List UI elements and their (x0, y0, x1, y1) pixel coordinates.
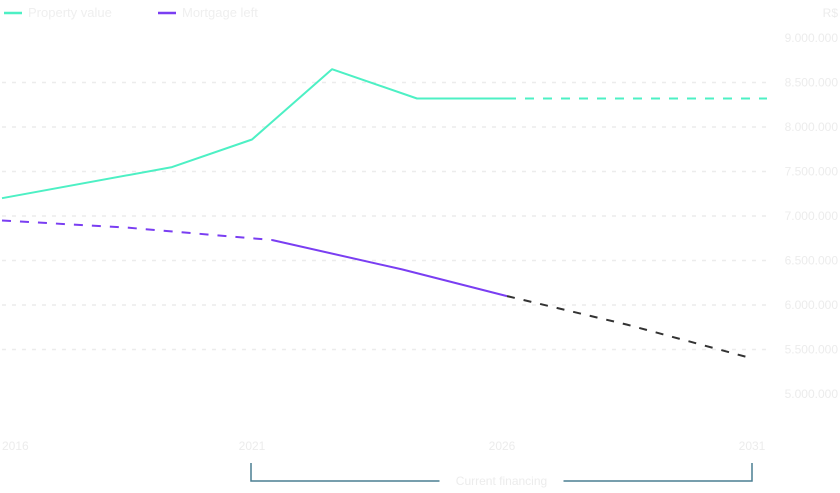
x-tick-label: 2021 (239, 439, 266, 453)
y-tick-label: 5.000.000 (785, 387, 839, 401)
y-axis-unit-label: R$ (823, 6, 839, 20)
grid (2, 81, 768, 351)
y-tick-label: 8.000.000 (785, 120, 839, 134)
x-axis-ticks: 2016 2021 2026 2031 (2, 439, 766, 453)
y-tick-label: 9.000.000 (785, 31, 839, 45)
legend-label-mortgage-left: Mortgage left (182, 5, 258, 20)
series-mortgage-left-projection (506, 295, 753, 360)
x-tick-label: 2026 (489, 439, 516, 453)
legend-label-property-value: Property value (28, 5, 112, 20)
y-tick-label: 8.500.000 (785, 76, 839, 90)
y-tick-label: 6.500.000 (785, 254, 839, 268)
x-tick-label: 2016 (2, 439, 29, 453)
y-axis-ticks: 9.000.000 8.500.000 8.000.000 7.500.000 7.00… (785, 31, 839, 401)
bracket-right-arm (563, 463, 753, 482)
bracket-label: Current financing (456, 474, 547, 488)
financing-bracket: Current financing (250, 463, 753, 488)
legend-item-property-value[interactable]: Property value (4, 5, 112, 20)
y-tick-label: 7.000.000 (785, 209, 839, 223)
y-tick-label: 5.500.000 (785, 343, 839, 357)
legend: Property value Mortgage left (4, 5, 258, 20)
series-lines (1, 68, 767, 360)
series-mortgage-left-history (1, 219, 273, 241)
legend-item-mortgage-left[interactable]: Mortgage left (158, 5, 258, 20)
series-property-value-line (1, 68, 507, 200)
bracket-left-arm (250, 463, 440, 482)
y-tick-label: 7.500.000 (785, 165, 839, 179)
x-tick-label: 2031 (739, 439, 766, 453)
series-mortgage-left-line (271, 239, 508, 298)
y-tick-label: 6.000.000 (785, 298, 839, 312)
